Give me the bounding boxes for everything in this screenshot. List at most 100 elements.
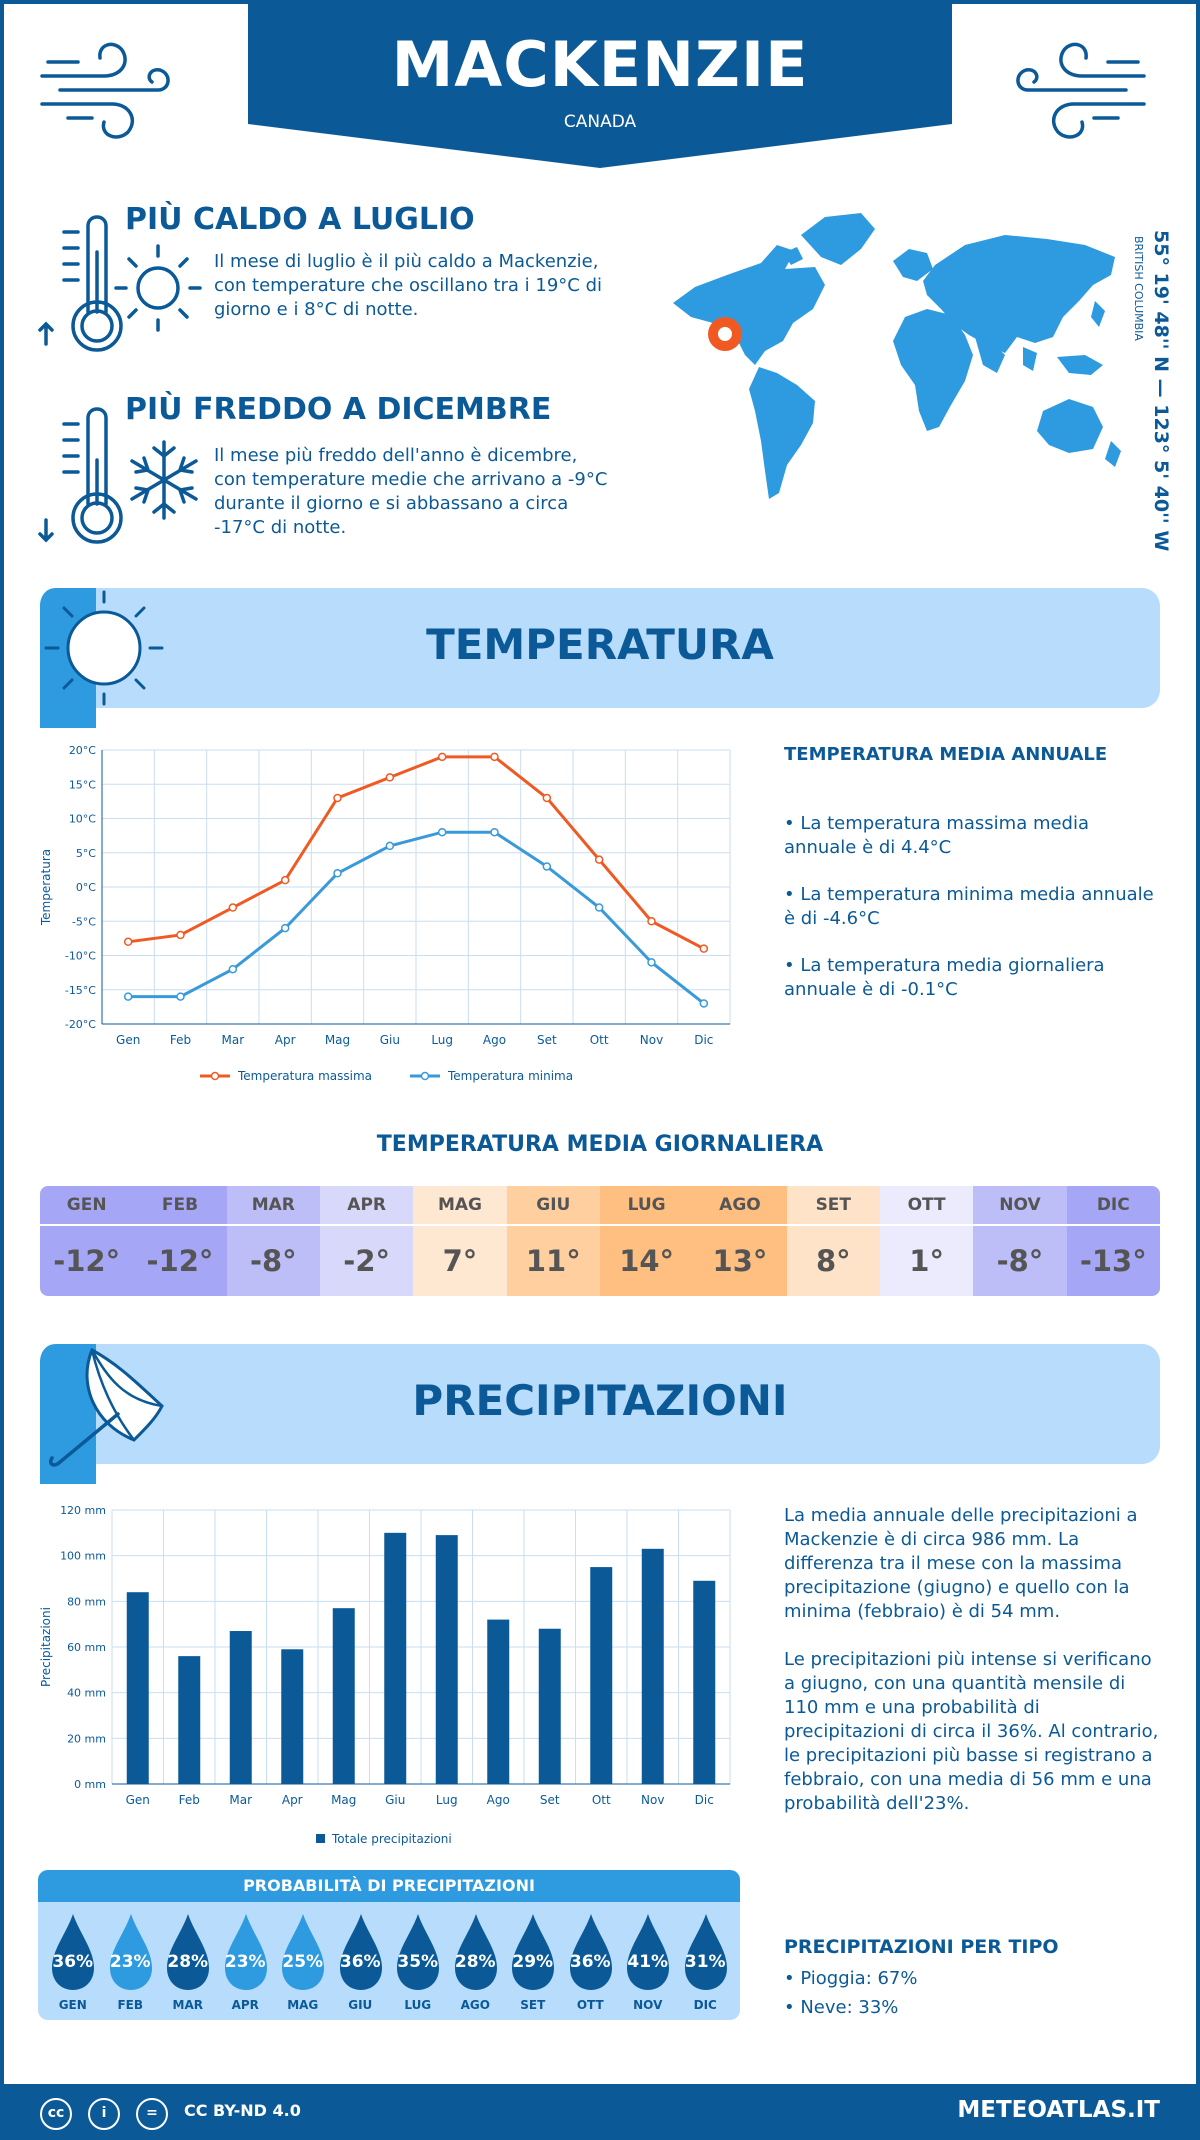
precipitation-chart: 120 mm 100 mm 80 mm 60 mm 40 mm 20 mm 0 mm Gen F… — [40, 1504, 731, 1846]
country-label: CANADA — [563, 112, 637, 132]
daily-month-label: NOV — [973, 1186, 1067, 1224]
data-point — [647, 958, 656, 967]
x-tick-label: Ago — [483, 1033, 506, 1047]
site-link[interactable]: METEOATLAS.IT — [957, 2097, 1160, 2123]
thermometer-hot-icon — [38, 215, 202, 352]
y-tick-label: -15°C — [65, 984, 96, 997]
y-tick-label: 120 mm — [60, 1504, 106, 1517]
precip-bar — [487, 1619, 510, 1784]
daily-month-label: APR — [319, 1186, 414, 1224]
wind-icon — [40, 42, 170, 139]
y-tick-label: 40 mm — [67, 1687, 106, 1700]
raindrop-icon — [684, 1914, 727, 1990]
y-tick-label: -10°C — [65, 950, 96, 963]
probability-item-dic: 31% DIC — [677, 1912, 735, 2016]
daily-month-value: -8° — [226, 1224, 320, 1296]
annual-mean-text: • La temperatura media giornaliera annua… — [784, 955, 1105, 1000]
precipitation-title: PRECIPITAZIONI — [412, 1376, 788, 1425]
daily-month-label: MAG — [413, 1186, 507, 1224]
legend-label: Totale precipitazioni — [331, 1832, 452, 1846]
x-tick-label: Feb — [179, 1793, 200, 1807]
daily-month-label: SET — [786, 1186, 880, 1224]
probability-value: 23% — [224, 1952, 266, 1972]
thermometer-cold-icon — [38, 407, 198, 544]
x-tick-label: Lug — [436, 1793, 458, 1807]
coldest-title: PIÙ FREDDO A DICEMBRE — [125, 392, 552, 427]
hottest-title: PIÙ CALDO A LUGLIO — [125, 202, 475, 237]
raindrop-icon — [569, 1914, 612, 1990]
x-tick-label: Gen — [126, 1793, 150, 1807]
daily-cell-apr: APR -2° — [319, 1186, 414, 1296]
daily-month-label: GEN — [40, 1186, 134, 1224]
x-tick-label: Mar — [229, 1793, 252, 1807]
x-tick-label: Mar — [222, 1033, 245, 1047]
temperature-band — [40, 588, 1160, 708]
legend-label: Temperatura minima — [447, 1069, 573, 1083]
probability-month: AGO — [460, 1998, 490, 2012]
probability-value: 36% — [339, 1952, 381, 1972]
probability-month: FEB — [117, 1998, 144, 2012]
x-tick-label: Nov — [641, 1793, 664, 1807]
y-tick-label: 20 mm — [67, 1732, 106, 1745]
data-point — [647, 917, 656, 926]
data-point — [176, 992, 185, 1001]
probability-value: 36% — [52, 1952, 94, 1972]
data-point — [228, 903, 238, 912]
x-tick-label: Dic — [694, 1033, 713, 1047]
daily-cell-gen: GEN -12° — [40, 1186, 134, 1296]
legend-label: Temperatura massima — [237, 1069, 372, 1083]
raindrop-icon — [512, 1914, 554, 1990]
daily-cell-ott: OTT 1° — [879, 1186, 974, 1296]
daily-month-label: LUG — [599, 1186, 694, 1224]
probability-item-ott: 36% OTT — [562, 1912, 620, 2016]
raindrop-icon — [454, 1914, 497, 1990]
data-point — [280, 875, 290, 885]
raindrop-icon — [282, 1914, 324, 1990]
probability-month: OTT — [576, 1998, 604, 2012]
x-tick-label: Nov — [640, 1033, 663, 1047]
raindrop-icon — [52, 1914, 94, 1990]
precip-bar — [435, 1535, 458, 1784]
data-point — [542, 862, 552, 871]
daily-cell-mag: MAG 7° — [413, 1186, 507, 1296]
data-point — [123, 992, 133, 1001]
daily-cell-dic: DIC -13° — [1066, 1186, 1160, 1296]
raindrop-icon — [627, 1914, 669, 1990]
x-tick-label: Apr — [282, 1793, 303, 1807]
probability-item-ago: 28% AGO — [447, 1912, 505, 2016]
probability-month: MAG — [287, 1998, 319, 2012]
probability-month: DIC — [693, 1998, 717, 2012]
precip-bar — [590, 1567, 613, 1784]
daily-cell-feb: FEB -12° — [133, 1186, 227, 1296]
coldest-text: Il mese più freddo dell'anno è dicembre,… — [214, 445, 608, 538]
probability-value: 28% — [454, 1952, 496, 1972]
y-tick-label: 100 mm — [60, 1550, 106, 1563]
daily-month-value: -12° — [133, 1224, 227, 1296]
precip-bar — [281, 1649, 304, 1784]
data-point — [123, 937, 133, 947]
y-tick-label: 60 mm — [67, 1641, 106, 1654]
x-tick-label: Giu — [380, 1033, 400, 1047]
legend-swatch — [316, 1834, 325, 1843]
probability-month: SET — [520, 1998, 546, 2012]
probability-drops: 36% GEN 23% FEB 28% MAR 23% APR 25% MAG 36% GIU 35% L… — [38, 1902, 740, 2016]
probability-month: LUG — [404, 1998, 432, 2012]
y-tick-label: -20°C — [65, 1018, 96, 1031]
data-point — [594, 855, 604, 864]
precip-bar — [693, 1580, 716, 1784]
data-point — [699, 999, 709, 1008]
precip-bar — [178, 1656, 201, 1784]
legend-marker — [210, 1071, 220, 1081]
x-tick-label: Ott — [590, 1033, 609, 1047]
y-tick-label: 20°C — [69, 744, 96, 757]
precip-paragraph-2: Le precipitazioni più intense si verific… — [784, 1649, 1159, 1814]
x-tick-label: Gen — [116, 1033, 140, 1047]
world-map — [673, 213, 1121, 499]
y-axis-label: Temperatura — [40, 849, 53, 926]
raindrop-icon — [109, 1914, 152, 1990]
data-point — [228, 964, 238, 974]
no-derivatives-icon: = — [136, 2098, 168, 2130]
y-tick-label: 10°C — [69, 813, 96, 826]
license-label: CC BY-ND 4.0 — [184, 2101, 301, 2120]
annual-temp-title: TEMPERATURA MEDIA ANNUALE — [784, 744, 1108, 765]
